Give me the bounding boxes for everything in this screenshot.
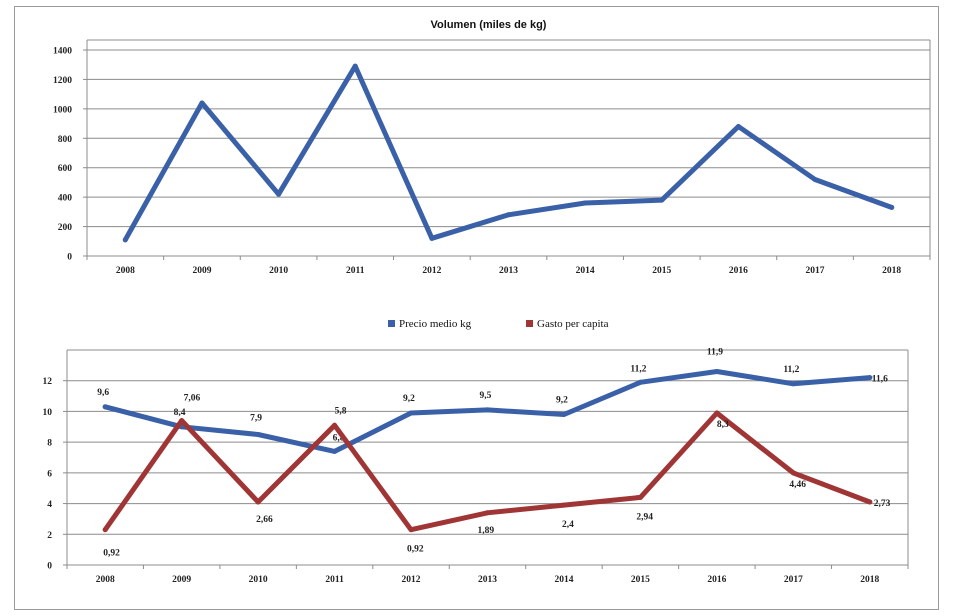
chart2-series-1-point [332, 448, 338, 454]
chart1-xtick-label: 2009 [192, 266, 211, 276]
chart2-series-1-data-label: 9,2 [403, 394, 415, 404]
chart2-series-1-point [637, 379, 643, 385]
chart-frame [14, 6, 939, 610]
chart2-series-2-data-label: 8,3 [717, 420, 729, 430]
chart2-series-1-data-label: 7,9 [250, 413, 262, 423]
chart1-series-1-point [582, 200, 588, 206]
chart1-series-1-point [429, 235, 435, 241]
chart2-xtick-label: 2010 [249, 575, 268, 585]
chart1-series-1-point [889, 204, 895, 210]
chart1-ytick-label: 1200 [53, 76, 72, 86]
chart2-legend-label-2: Gasto per capita [537, 318, 609, 330]
chart2-series-2-data-label: 4,46 [789, 480, 806, 490]
chart1-ytick-label: 400 [58, 194, 73, 204]
chart2-xtick-label: 2011 [325, 575, 344, 585]
chart2-xtick-label: 2015 [631, 575, 650, 585]
chart2-series-1-data-label: 11,6 [872, 375, 888, 385]
chart2-xtick-label: 2009 [172, 575, 191, 585]
chart2-xtick-label: 2008 [96, 575, 115, 585]
chart2-legend-swatch-2 [526, 320, 533, 327]
chart2-xtick-label: 2012 [402, 575, 421, 585]
chart2-series-2-data-label: 2,73 [874, 499, 891, 509]
chart2-ytick-label: 4 [47, 500, 52, 510]
chart2-series-2-data-label: 2,94 [636, 512, 653, 522]
chart1-series-1-point [659, 197, 665, 203]
chart2-series-2-point [485, 510, 490, 516]
chart2-series-1-point [790, 381, 796, 387]
chart2-series-2-data-label: 2,4 [562, 520, 574, 530]
chart2-series-2-data-label: 2,66 [256, 515, 273, 525]
chart1-xtick-label: 2015 [652, 266, 671, 276]
chart2-ytick-label: 12 [43, 377, 53, 387]
chart1-ytick-label: 1400 [53, 47, 72, 57]
chart1-xtick-label: 2013 [499, 266, 518, 276]
chart1-xtick-label: 2014 [576, 266, 595, 276]
chart2-series-1-point [255, 431, 261, 437]
chart1-series-1-point [735, 124, 741, 130]
chart2-series-1-data-label: 8,4 [174, 408, 186, 418]
chart2-xtick-label: 2016 [707, 575, 726, 585]
chart2-ytick-label: 0 [47, 562, 52, 572]
chart2-series-2-point [714, 410, 720, 416]
chart2-series-1-data-label: 11,2 [630, 364, 646, 374]
chart2-series-2-point [332, 422, 338, 428]
chart2-xtick-label: 2017 [784, 575, 803, 585]
chart2-legend-label-1: Precio medio kg [399, 318, 472, 330]
chart2-series-2-data-label: 0,92 [103, 549, 120, 559]
chart1-xtick-label: 2017 [806, 266, 825, 276]
chart2-xtick-label: 2018 [860, 575, 879, 585]
chart2-legend-swatch-1 [388, 320, 395, 327]
chart2-series-1-point [561, 412, 567, 417]
chart2-series-1-data-label: 11,9 [707, 348, 723, 358]
chart2-series-1-point [485, 407, 490, 413]
chart1-xtick-label: 2012 [422, 266, 441, 276]
chart2-xtick-label: 2013 [478, 575, 497, 585]
chart2-series-2-point [255, 499, 261, 505]
chart1-ytick-label: 800 [58, 135, 73, 145]
chart2-series-1-point [714, 369, 720, 374]
chart2-ytick-label: 6 [47, 469, 52, 479]
chart1-ytick-label: 0 [67, 253, 72, 263]
chart2-series-2-data-label: 5,8 [335, 406, 347, 416]
chart1-xtick-label: 2018 [882, 266, 901, 276]
chart1-xtick-label: 2008 [116, 266, 135, 276]
chart2-series-1-data-label: 9,5 [480, 391, 492, 401]
chart2-series-2-point [408, 527, 414, 533]
chart1-title: Volumen (miles de kg) [431, 19, 547, 31]
chart2-series-1-point [867, 375, 873, 381]
chart1-ytick-label: 600 [58, 164, 73, 174]
chart1-series-1-point [352, 63, 358, 69]
chart2-ytick-label: 2 [47, 531, 52, 541]
chart1-series-1-point [276, 191, 282, 197]
chart2-ytick-label: 8 [47, 439, 52, 449]
chart2-series-1-data-label: 6,8 [333, 433, 345, 443]
chart1-ytick-label: 1000 [53, 105, 72, 115]
chart2-series-2-point [637, 494, 643, 500]
chart2-series-1-data-label: 9,6 [97, 388, 109, 398]
chart2-series-2-data-label: 1,89 [478, 526, 495, 536]
chart2-series-2-data-label: 7,06 [184, 394, 201, 404]
chart2-series-1-point [408, 410, 414, 416]
chart1-series-1-point [199, 100, 205, 106]
chart2-series-2-point [102, 527, 108, 533]
chart2-series-1-point [102, 404, 108, 410]
chart1-xtick-label: 2010 [269, 266, 288, 276]
chart2-series-2-point [790, 470, 796, 476]
chart2-series-2-point [179, 418, 185, 424]
chart1-xtick-label: 2011 [346, 266, 365, 276]
chart1-ytick-label: 200 [58, 223, 73, 233]
chart1-series-1-point [812, 176, 818, 182]
chart1-xtick-label: 2016 [729, 266, 748, 276]
chart2-xtick-label: 2014 [554, 575, 573, 585]
chart2-series-1-data-label: 11,2 [783, 365, 799, 375]
chart2-series-2-point [867, 499, 873, 505]
chart2-series-2-data-label: 0,92 [407, 545, 424, 555]
chart2-series-2-point [561, 502, 567, 508]
chart2-series-1-data-label: 9,2 [556, 396, 568, 406]
chart1-series-1-point [122, 237, 128, 243]
chart2-ytick-label: 10 [43, 408, 53, 418]
chart1-series-1-point [506, 212, 511, 218]
